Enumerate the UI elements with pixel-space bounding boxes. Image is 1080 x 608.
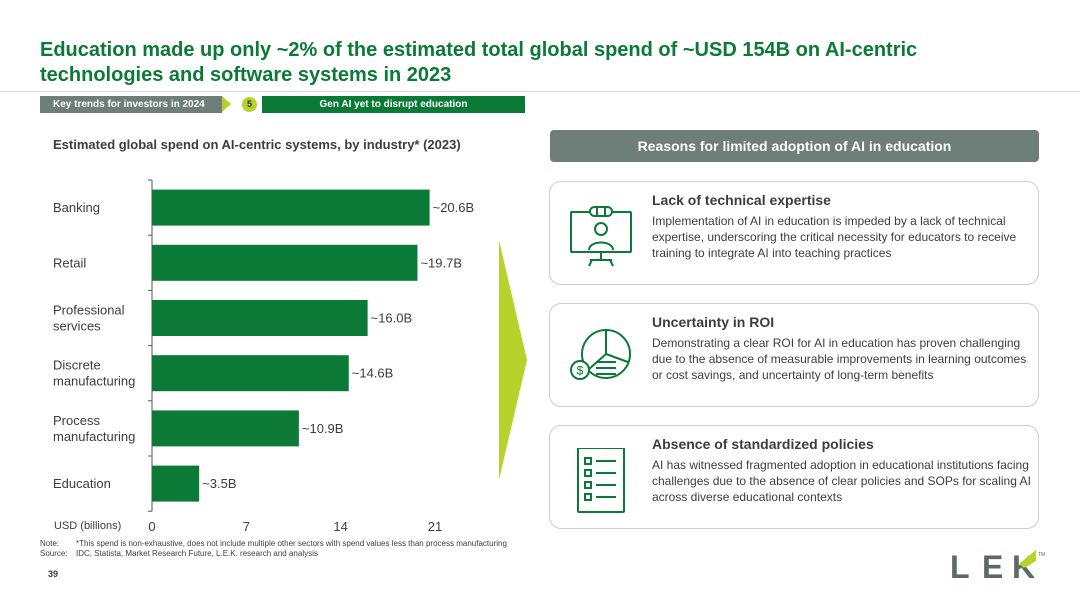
category-label: Process bbox=[53, 413, 100, 428]
logo-letter-l: L bbox=[950, 549, 970, 584]
section-tag: Key trends for investors in 2024 bbox=[40, 96, 222, 113]
checklist-icon bbox=[577, 448, 625, 513]
source-text: IDC, Statista, Market Research Future, L… bbox=[76, 549, 318, 558]
logo-letter-e: E bbox=[982, 549, 1003, 584]
section-number-badge: 5 bbox=[240, 95, 259, 114]
bar-value-label: ~19.7B bbox=[420, 255, 462, 270]
page-number: 39 bbox=[48, 569, 59, 579]
note-text: *This spend is non-exhaustive, does not … bbox=[76, 539, 507, 548]
logo-trademark: TM bbox=[1038, 552, 1045, 558]
bar-value-label: ~20.6B bbox=[433, 200, 475, 215]
category-label: Retail bbox=[53, 255, 86, 270]
tag-arrow-icon bbox=[222, 96, 231, 112]
reasons-header: Reasons for limited adoption of AI in ed… bbox=[550, 130, 1039, 162]
reason-title: Lack of technical expertise bbox=[652, 192, 831, 208]
footnote-note: Note: *This spend is non-exhaustive, does… bbox=[40, 539, 507, 549]
x-tick-label: 21 bbox=[428, 519, 442, 534]
category-label: Education bbox=[53, 476, 111, 491]
bar-value-label: ~16.0B bbox=[371, 311, 413, 326]
reason-title: Absence of standardized policies bbox=[652, 436, 874, 452]
chevron-right-icon bbox=[499, 240, 527, 480]
bar bbox=[152, 410, 299, 447]
bar-value-label: ~10.9B bbox=[302, 421, 344, 436]
svg-text:$: $ bbox=[577, 364, 584, 378]
bar-chart: ~20.6B Banking ~19.7B Retail ~16.0B Professio… bbox=[53, 179, 475, 534]
bar-value-label: ~14.6B bbox=[352, 366, 394, 381]
bar bbox=[152, 244, 418, 281]
category-label: Professional bbox=[53, 303, 125, 318]
x-tick-label: 7 bbox=[243, 519, 250, 534]
note-key: Note: bbox=[40, 539, 60, 548]
category-label: manufacturing bbox=[53, 374, 135, 389]
logo-accent bbox=[1019, 550, 1036, 568]
topic-tag: Gen AI yet to disrupt education bbox=[262, 96, 525, 113]
reason-card-policies: Absence of standardized policies AI has … bbox=[549, 425, 1039, 529]
bar-value-label: ~3.5B bbox=[202, 476, 236, 491]
bar bbox=[152, 300, 368, 336]
pie-chart-dollar-icon: $ bbox=[570, 329, 631, 380]
title-divider bbox=[0, 91, 1080, 92]
reason-body: Implementation of AI in education is imp… bbox=[652, 214, 1017, 260]
bar bbox=[152, 465, 200, 502]
bar bbox=[152, 355, 349, 392]
reason-title: Uncertainty in ROI bbox=[652, 314, 775, 330]
online-teacher-icon bbox=[570, 206, 632, 267]
reason-body: Demonstrating a clear ROI for AI in educ… bbox=[652, 336, 1027, 382]
category-label: Banking bbox=[53, 200, 100, 215]
category-label: services bbox=[53, 319, 101, 334]
x-tick-label: 0 bbox=[148, 519, 155, 534]
source-key: Source: bbox=[40, 549, 68, 558]
category-label: manufacturing bbox=[53, 429, 135, 444]
lek-logo: L E K TM bbox=[950, 549, 1045, 584]
x-tick-label: 14 bbox=[333, 519, 347, 534]
chart-title: Estimated global spend on AI-centric sys… bbox=[53, 137, 461, 152]
category-label: Discrete bbox=[53, 358, 101, 373]
reason-card-roi: $ Uncertainty in ROI Demonstrating a cle… bbox=[549, 303, 1039, 407]
page-title: Education made up only ~2% of the estima… bbox=[40, 39, 918, 86]
footnote-source: Source: IDC, Statista, Market Research Fu… bbox=[40, 549, 318, 559]
reason-body: AI has witnessed fragmented adoption in … bbox=[652, 458, 1031, 504]
reason-card-expertise: Lack of technical expertise Implementati… bbox=[549, 181, 1039, 285]
bar bbox=[152, 189, 430, 226]
x-axis-unit-label: USD (billions) bbox=[54, 520, 121, 532]
